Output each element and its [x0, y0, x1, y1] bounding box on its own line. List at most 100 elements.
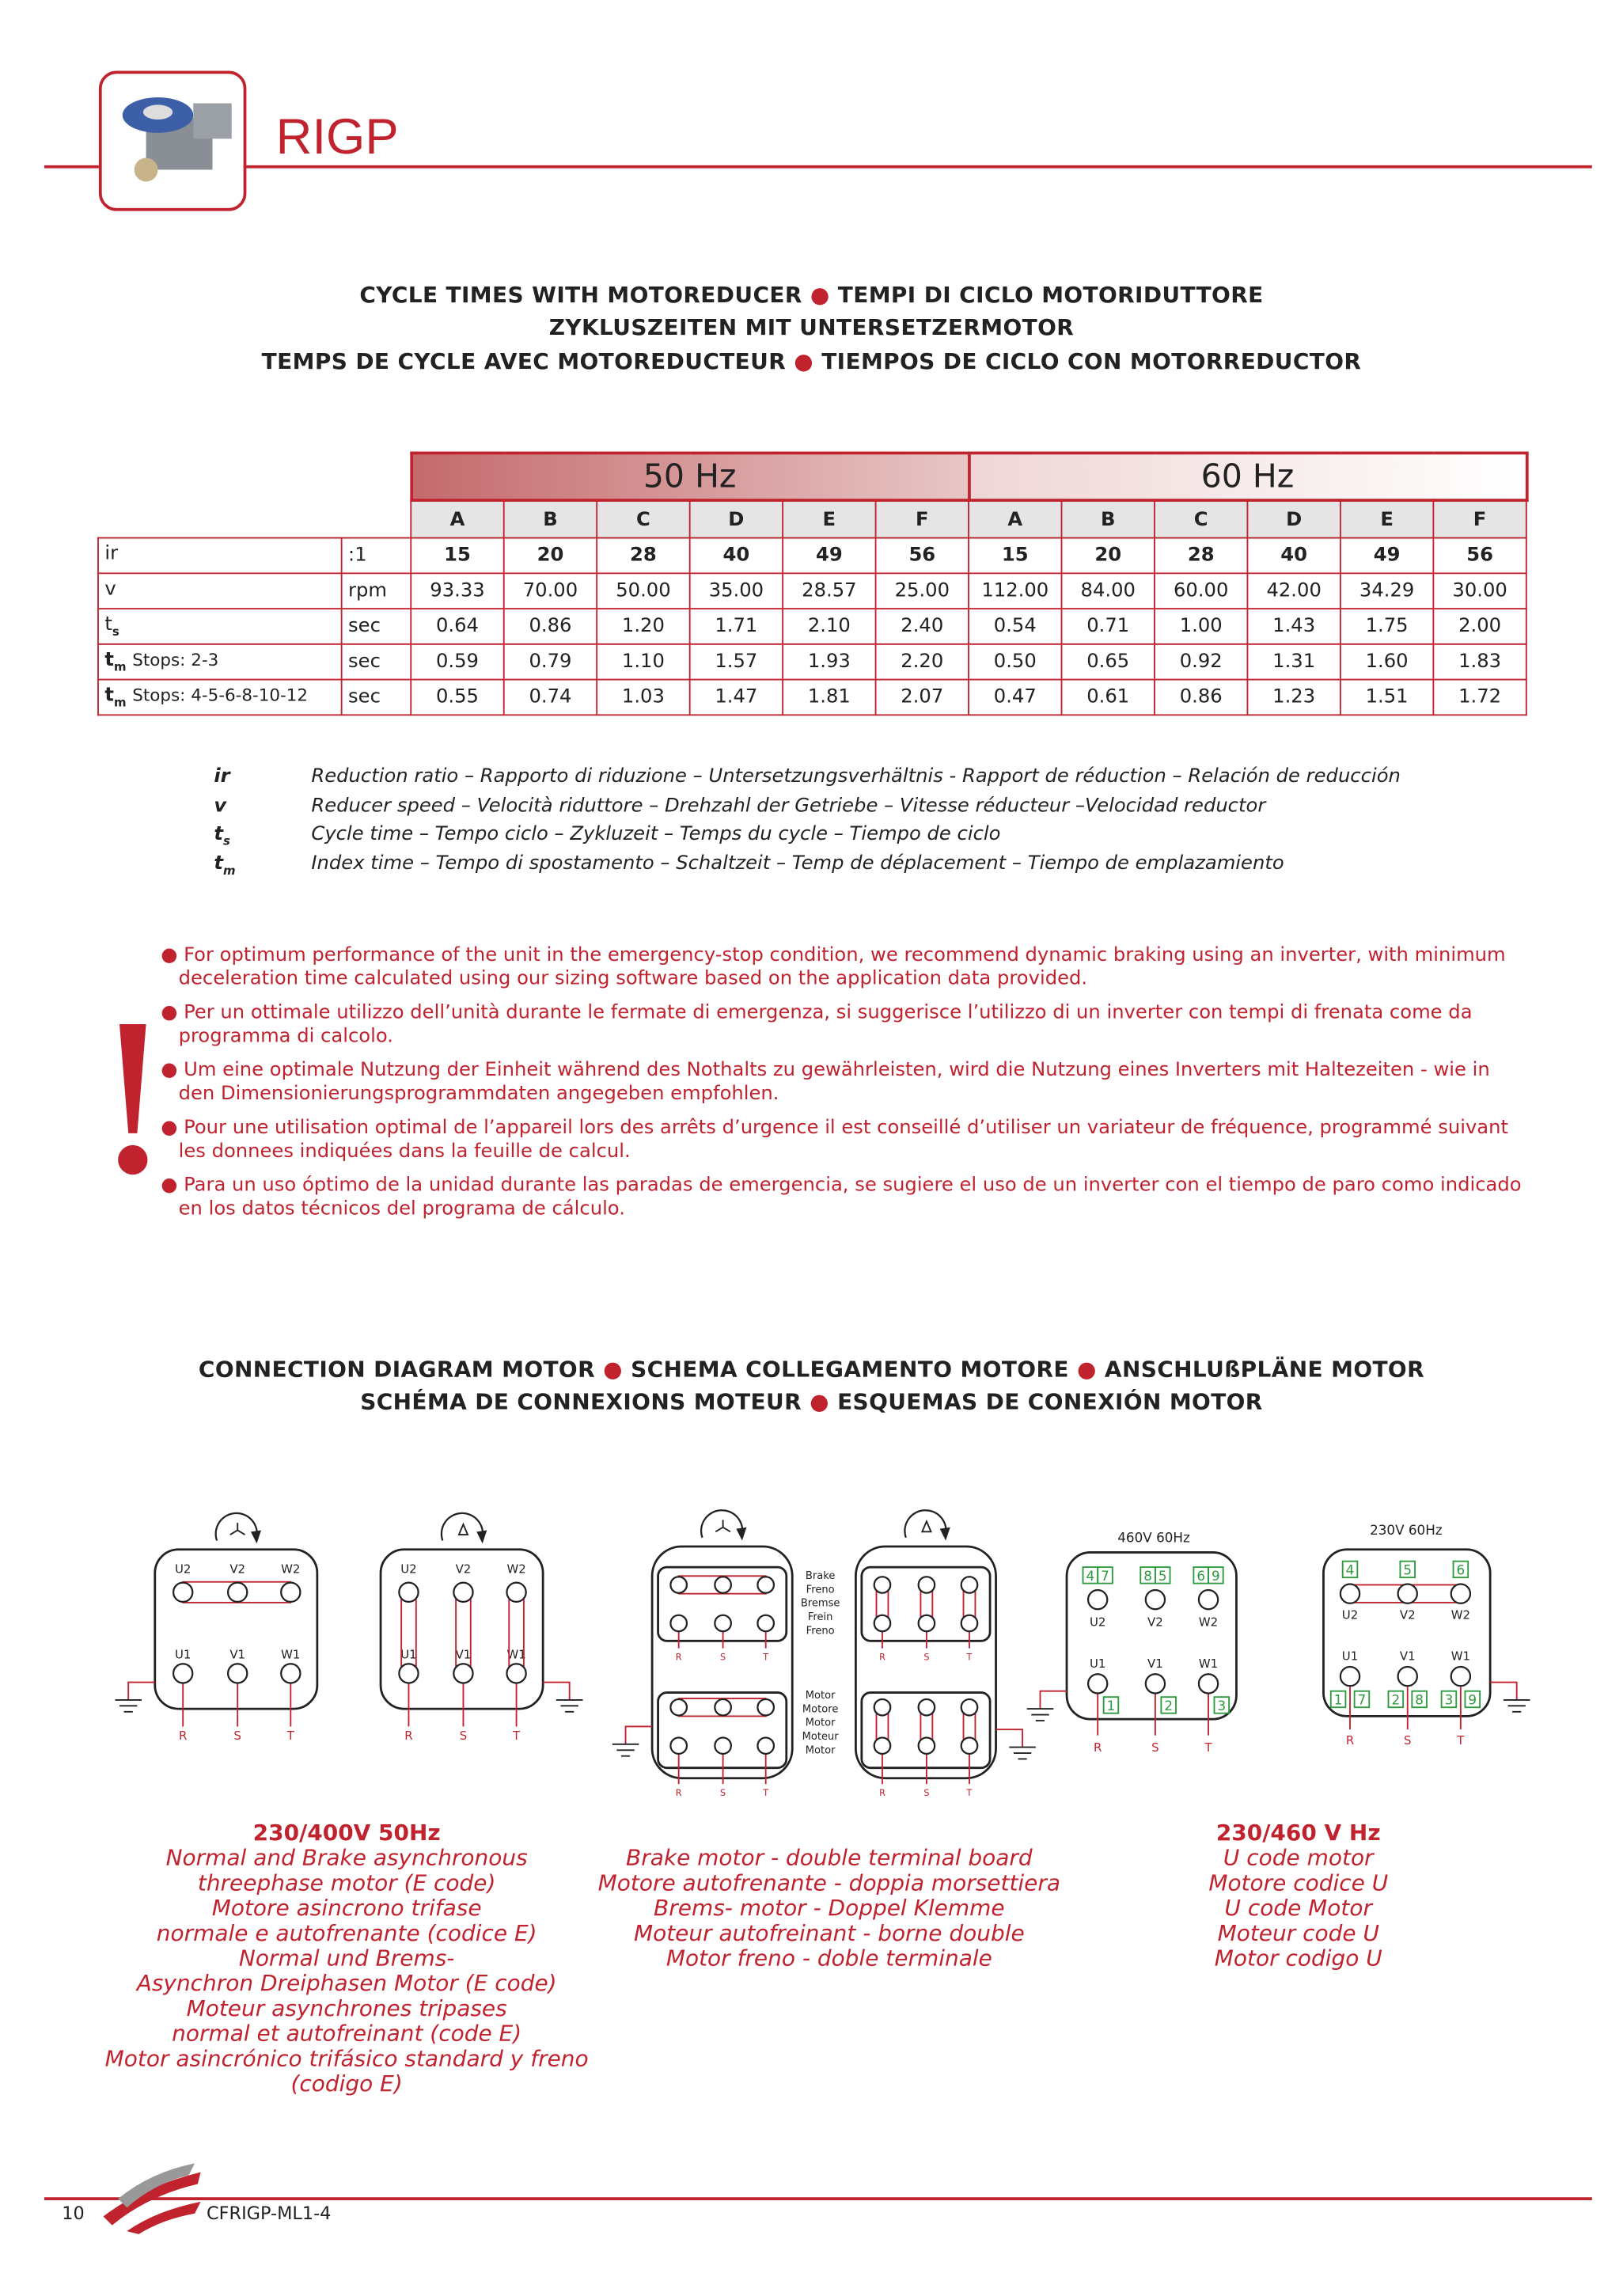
legend-symbol: ir — [214, 765, 230, 788]
table-cell: 1.93 — [782, 643, 877, 681]
terminal-number-box — [1160, 1696, 1177, 1714]
terminal-number-box — [1213, 1696, 1231, 1714]
table-cell: 50.00 — [596, 572, 691, 610]
terminal — [669, 1576, 688, 1594]
line-label: R — [404, 1729, 412, 1743]
header-rule-left — [44, 165, 99, 168]
terminal-number: 1 — [1334, 1691, 1343, 1707]
caption-line: Motor codigo U — [1214, 1945, 1382, 1972]
motor-label: Motor — [806, 1690, 836, 1702]
table-row: v rpm 93.33 70.00 50.00 35.00 28.57 25.00 112.0… — [97, 572, 1527, 610]
terminal — [917, 1736, 936, 1755]
terminal — [669, 1614, 688, 1633]
voltage-label: 460V 60Hz — [1117, 1529, 1190, 1545]
table-cell: 25.00 — [874, 572, 969, 610]
row-label: tm Stops: 4-5-6-8-10-12 — [97, 678, 343, 716]
table-cell: 1.03 — [596, 678, 691, 716]
terminal — [714, 1576, 732, 1594]
terminal-label: U2 — [1342, 1607, 1358, 1622]
table-cell: 1.43 — [1246, 608, 1341, 645]
ground-icon — [1490, 1681, 1530, 1713]
warning-exclamation-icon — [118, 1023, 148, 1175]
table-cell: 0.71 — [1060, 608, 1155, 645]
table-cell: 40 — [688, 537, 784, 575]
caption-line: Normal und Brems- — [238, 1945, 455, 1972]
terminal — [757, 1576, 775, 1594]
table-cell: 0.86 — [502, 608, 598, 645]
caption-line: U code Motor — [1224, 1895, 1373, 1922]
terminal — [280, 1663, 301, 1684]
terminal-label: W2 — [506, 1562, 525, 1577]
line-label: R — [879, 1653, 885, 1663]
note-item: ● For optimum performance of the unit in… — [161, 944, 1506, 991]
column-header: D — [1246, 499, 1341, 539]
column-header: A — [410, 499, 505, 539]
line-label: R — [1346, 1733, 1354, 1748]
table-cell: 0.59 — [410, 643, 505, 681]
terminal — [398, 1581, 419, 1603]
terminal — [757, 1698, 775, 1717]
terminal-label: V1 — [229, 1648, 245, 1662]
terminal-label: U2 — [1090, 1615, 1105, 1630]
table-cell: 84.00 — [1060, 572, 1155, 610]
line-label: T — [762, 1653, 768, 1663]
table-cell: 15 — [410, 537, 505, 575]
table-cell: 0.47 — [968, 678, 1063, 716]
terminal — [960, 1576, 979, 1594]
caption-line: Moteur code U — [1217, 1919, 1379, 1947]
terminal — [1086, 1588, 1109, 1611]
terminal — [960, 1614, 979, 1633]
line-label: R — [179, 1729, 187, 1743]
star-rotation-icon — [214, 1512, 262, 1544]
terminal — [280, 1581, 301, 1603]
ground-icon — [543, 1681, 583, 1713]
terminal-number: 6 — [1196, 1568, 1205, 1584]
line-label: S — [460, 1729, 467, 1743]
line-label: T — [286, 1729, 295, 1743]
symbol-legend: ir Reduction ratio – Rapporto di riduzion… — [214, 766, 1401, 882]
column-header: C — [596, 499, 691, 539]
ground-icon — [1026, 1690, 1067, 1721]
caption-line: Motore autofrenante - doppia morsettiera — [597, 1869, 1061, 1896]
terminal-number-box — [1329, 1690, 1347, 1709]
terminal — [453, 1581, 474, 1603]
terminal — [1197, 1588, 1219, 1611]
terminal-label: V1 — [456, 1648, 472, 1662]
line-label: T — [966, 1788, 973, 1798]
table-cell: 1.81 — [782, 678, 877, 716]
terminal — [714, 1698, 732, 1717]
legend-text: Index time – Tempo di spostamento – Scha… — [311, 852, 1284, 875]
caption-line: Moteur asynchrones tripases — [186, 1994, 507, 2022]
table-cell: 1.57 — [688, 643, 784, 681]
terminal — [1086, 1673, 1109, 1694]
motor-label: Motor — [806, 1744, 836, 1756]
terminal-label: W1 — [1451, 1649, 1470, 1664]
row-unit: rpm — [340, 572, 412, 610]
table-cell: 1.10 — [596, 643, 691, 681]
row-label: v — [97, 572, 343, 610]
terminal-number: 5 — [1158, 1568, 1167, 1584]
terminal-number-box — [1097, 1566, 1113, 1584]
terminal-label: V2 — [1147, 1615, 1163, 1630]
caption-line: Motore asincrono trifase — [211, 1895, 482, 1922]
terminal-number: 4 — [1346, 1562, 1355, 1577]
terminal — [398, 1663, 419, 1684]
line-label: S — [923, 1788, 929, 1798]
cycle-title-line-3: TEMPS DE CYCLE AVEC MOTOREDUCTEUR ● TIEM… — [261, 348, 1362, 375]
ground-icon — [612, 1725, 653, 1757]
group-60hz: 60 Hz — [967, 451, 1528, 502]
terminal-board-230v — [1322, 1548, 1492, 1717]
table-cell: 0.79 — [502, 643, 598, 681]
group-50hz: 50 Hz — [409, 451, 970, 502]
terminal-label: U1 — [1342, 1649, 1358, 1664]
legend-item: tm Index time – Tempo di spostamento – Sc… — [214, 852, 1401, 882]
terminal — [1450, 1665, 1472, 1687]
motor-terminal-board — [860, 1691, 992, 1770]
line-label: S — [720, 1788, 726, 1798]
terminal-number: 1 — [1107, 1698, 1116, 1713]
terminal-label: U1 — [1090, 1657, 1105, 1671]
legend-text: Reducer speed – Velocità riduttore – Dre… — [311, 795, 1266, 818]
line-label: R — [676, 1788, 682, 1798]
table-cell: 1.75 — [1339, 608, 1435, 645]
terminal-label: V1 — [1400, 1649, 1416, 1664]
